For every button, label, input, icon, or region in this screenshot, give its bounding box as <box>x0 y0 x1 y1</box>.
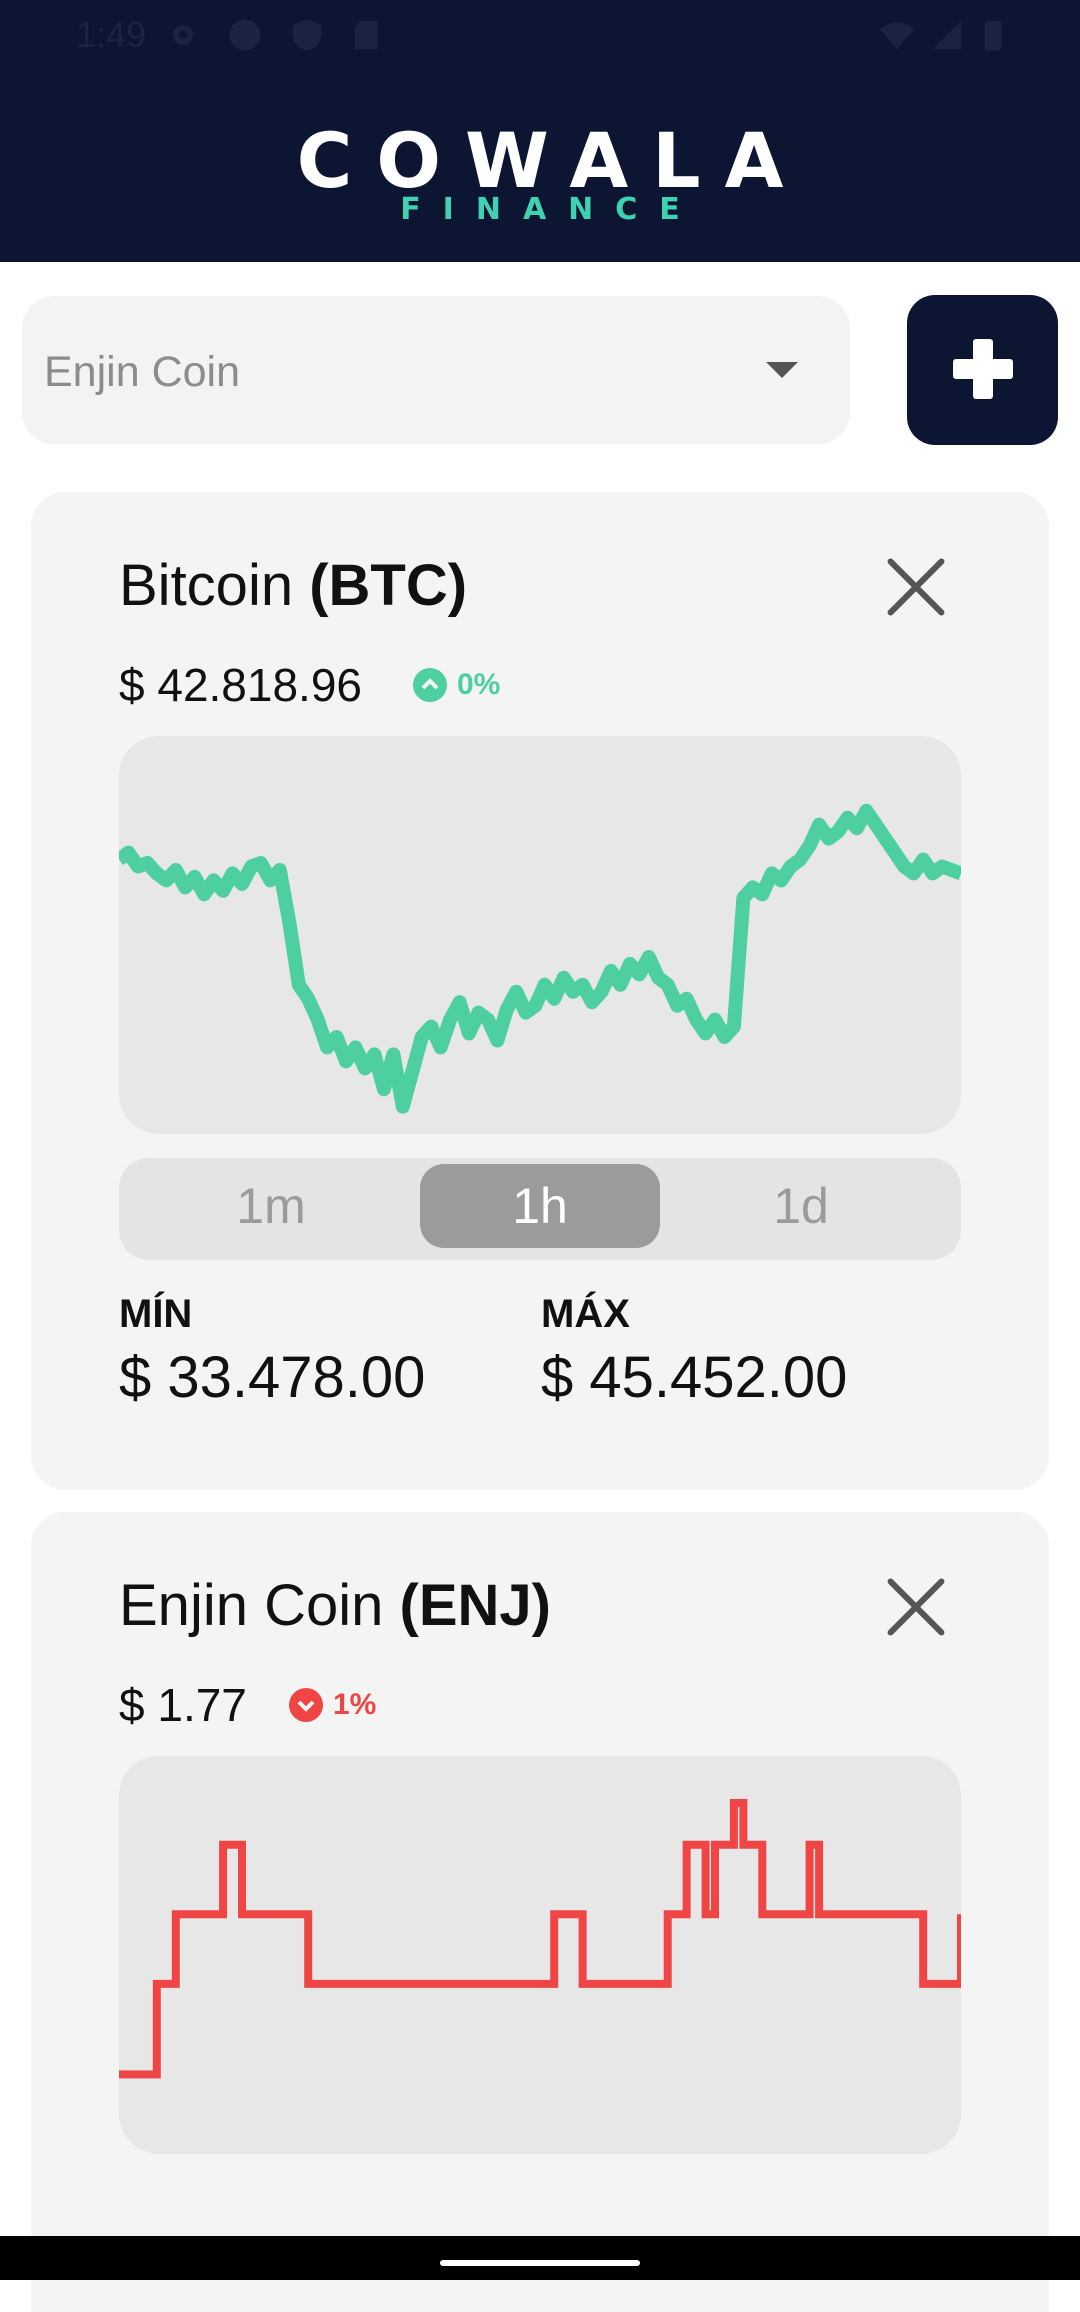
interval-1m[interactable]: 1m <box>236 1178 306 1234</box>
sd-card-icon <box>354 20 378 50</box>
navigation-bar <box>0 2236 1080 2280</box>
coin-price: $ 42.818.96 <box>119 659 363 711</box>
app-header: 1:49 COWALA FINANCE <box>0 0 1080 262</box>
coin-symbol: (ENJ) <box>399 1573 551 1638</box>
price-chart-svg <box>119 1799 961 2079</box>
interval-1d[interactable]: 1d <box>773 1178 829 1234</box>
min-label: MÍN <box>119 1292 193 1336</box>
app-a-icon <box>229 19 261 51</box>
home-indicator[interactable] <box>440 2260 640 2266</box>
status-bar: 1:49 <box>0 0 1080 70</box>
coin-price: $ 1.77 <box>119 1679 247 1731</box>
arrow-down-circle-icon <box>289 1688 323 1722</box>
logo-subtitle: FINANCE <box>400 192 702 227</box>
signal-icon <box>932 20 962 50</box>
interval-1h[interactable]: 1h <box>420 1164 660 1248</box>
max-label: MÁX <box>541 1292 630 1336</box>
interval-selector: 1m 1h 1d <box>119 1158 961 1260</box>
wifi-icon <box>880 22 914 50</box>
price-chart-svg <box>119 803 961 1114</box>
coin-select-value: Enjin Coin <box>44 348 240 396</box>
coin-card-enj: Enjin Coin (ENJ) $ 1.77 1% <box>31 1512 1049 2312</box>
price-change: 1% <box>289 1688 376 1722</box>
add-coin-button[interactable] <box>907 295 1058 445</box>
coin-title: Bitcoin (BTC) <box>119 552 467 619</box>
price-line <box>119 1799 961 2079</box>
battery-icon <box>984 20 1002 51</box>
status-time: 1:49 <box>76 14 147 55</box>
coin-name: Enjin Coin <box>119 1573 384 1638</box>
settings-icon <box>173 25 193 45</box>
shield-play-icon <box>292 19 322 51</box>
min-value: $ 33.478.00 <box>119 1345 426 1410</box>
max-value: $ 45.452.00 <box>541 1345 848 1410</box>
price-chart <box>119 1756 961 2154</box>
logo-wordmark: COWALA <box>296 116 808 205</box>
coin-title: Enjin Coin (ENJ) <box>119 1572 551 1639</box>
price-line <box>119 803 961 1114</box>
caret-down-icon <box>766 362 798 378</box>
price-change-value: 0% <box>457 668 501 701</box>
price-change: 0% <box>413 668 500 702</box>
price-chart <box>119 736 961 1134</box>
coin-select[interactable]: Enjin Coin <box>22 296 850 444</box>
remove-card-button[interactable] <box>881 552 951 622</box>
coin-name: Bitcoin <box>119 553 294 618</box>
coin-symbol: (BTC) <box>309 553 468 618</box>
price-change-value: 1% <box>333 1688 377 1721</box>
arrow-up-circle-icon <box>413 668 447 702</box>
remove-card-button[interactable] <box>881 1572 951 1642</box>
coin-card-btc: Bitcoin (BTC) $ 42.818.96 0% 1m 1h 1d MÍ… <box>31 492 1049 1490</box>
